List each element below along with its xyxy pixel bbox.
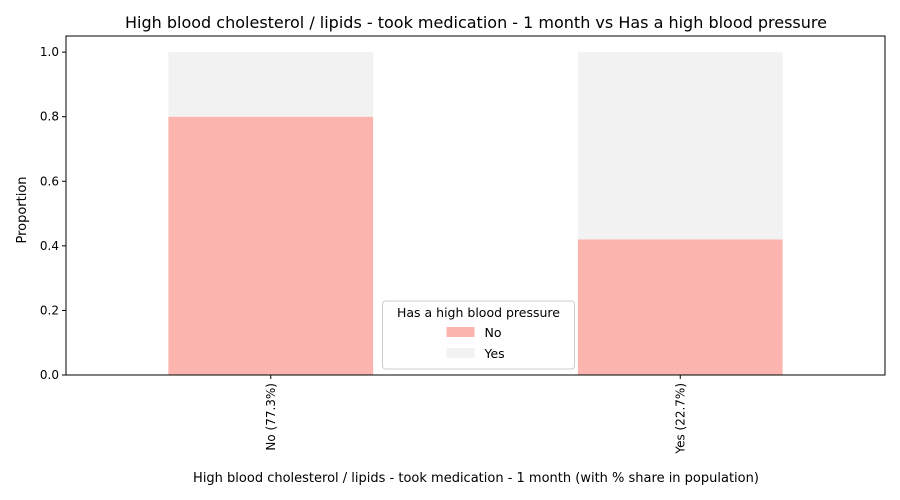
- legend: Has a high blood pressure No Yes: [382, 300, 575, 370]
- x-axis-label: High blood cholesterol / lipids - took m…: [193, 471, 759, 486]
- y-axis-label: Proportion: [15, 176, 30, 243]
- x-tick-label: Yes (22.7%): [673, 383, 687, 455]
- bar-yes-0: [168, 52, 374, 117]
- y-tick-label: 0.4: [40, 239, 59, 253]
- plot-frame: [65, 35, 886, 376]
- bar-yes-1: [577, 52, 783, 240]
- bar-no-1: [577, 239, 783, 375]
- y-tick-label: 0.6: [40, 174, 59, 188]
- legend-label-no: No: [485, 325, 502, 340]
- axes-layer: 0.0 0.2 0.4 0.6 0.8 1.0 No (77.3%) Yes (22.7%): [40, 35, 886, 455]
- legend-swatch-no: [446, 327, 475, 337]
- y-tick-label: 0.2: [40, 303, 59, 317]
- legend-title: Has a high blood pressure: [397, 305, 560, 320]
- legend-label-yes: Yes: [484, 346, 505, 361]
- bar-no-0: [168, 116, 374, 375]
- x-tick-label: No (77.3%): [264, 383, 278, 451]
- chart-title: High blood cholesterol / lipids - took m…: [125, 13, 827, 32]
- y-tick-label: 0.8: [40, 110, 59, 124]
- legend-box: [382, 300, 575, 370]
- y-tick-label: 0.0: [40, 368, 59, 382]
- y-tick-label: 1.0: [40, 45, 59, 59]
- bars-layer: [168, 52, 783, 375]
- legend-swatch-yes: [446, 348, 475, 358]
